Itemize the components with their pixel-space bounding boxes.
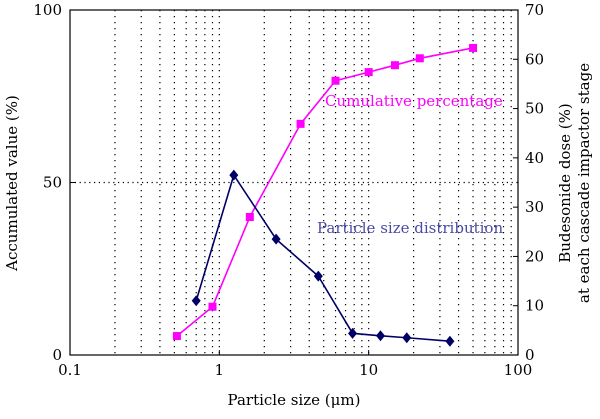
data-point-diamond — [271, 233, 281, 245]
data-point-square — [331, 76, 340, 85]
y-right-tick-label: 20 — [525, 247, 544, 265]
y-right-tick-label: 0 — [525, 346, 535, 364]
y-right-tick-label: 30 — [525, 198, 544, 216]
data-point-diamond — [375, 330, 385, 342]
y-axis-left-title: Accumulated value (%) — [3, 95, 21, 272]
data-point-diamond — [313, 270, 323, 282]
data-point-diamond — [402, 332, 412, 344]
data-point-square — [364, 68, 373, 77]
y-left-tick-label: 100 — [33, 1, 62, 19]
y-right-tick-label: 10 — [525, 297, 544, 315]
series — [172, 43, 478, 347]
y-axis-right-title-line2: at each cascade impactor stage — [575, 63, 593, 303]
y-right-tick-label: 70 — [525, 1, 544, 19]
data-point-diamond — [348, 327, 358, 339]
series-label-cumulative: Cumulative percentage — [325, 92, 503, 110]
x-tick-label: 0.1 — [58, 361, 82, 379]
x-tick-label: 100 — [504, 361, 533, 379]
data-point-square — [172, 332, 181, 341]
grid — [70, 10, 518, 355]
y-left-tick-label: 0 — [52, 346, 62, 364]
x-tick-label: 1 — [215, 361, 225, 379]
data-point-diamond — [229, 169, 239, 181]
data-point-diamond — [191, 295, 201, 307]
data-point-square — [245, 213, 254, 221]
y-right-tick-label: 50 — [525, 100, 544, 118]
series-line-1 — [195, 173, 450, 342]
data-point-square — [415, 54, 424, 63]
data-point-diamond — [445, 335, 455, 347]
x-tick-label: 10 — [359, 361, 378, 379]
series-label-distribution: Particle size distribution — [317, 219, 503, 237]
y-right-tick-label: 60 — [525, 50, 544, 68]
y-left-tick-label: 50 — [43, 174, 62, 192]
x-axis-title: Particle size (μm) — [228, 391, 361, 409]
data-point-square — [296, 119, 305, 128]
data-point-square — [469, 43, 478, 52]
y-right-tick-label: 40 — [525, 149, 544, 167]
data-point-square — [390, 61, 399, 70]
y-axis-right-title-line1: Budesonide dose (%) — [556, 103, 574, 263]
data-point-square — [208, 302, 217, 311]
